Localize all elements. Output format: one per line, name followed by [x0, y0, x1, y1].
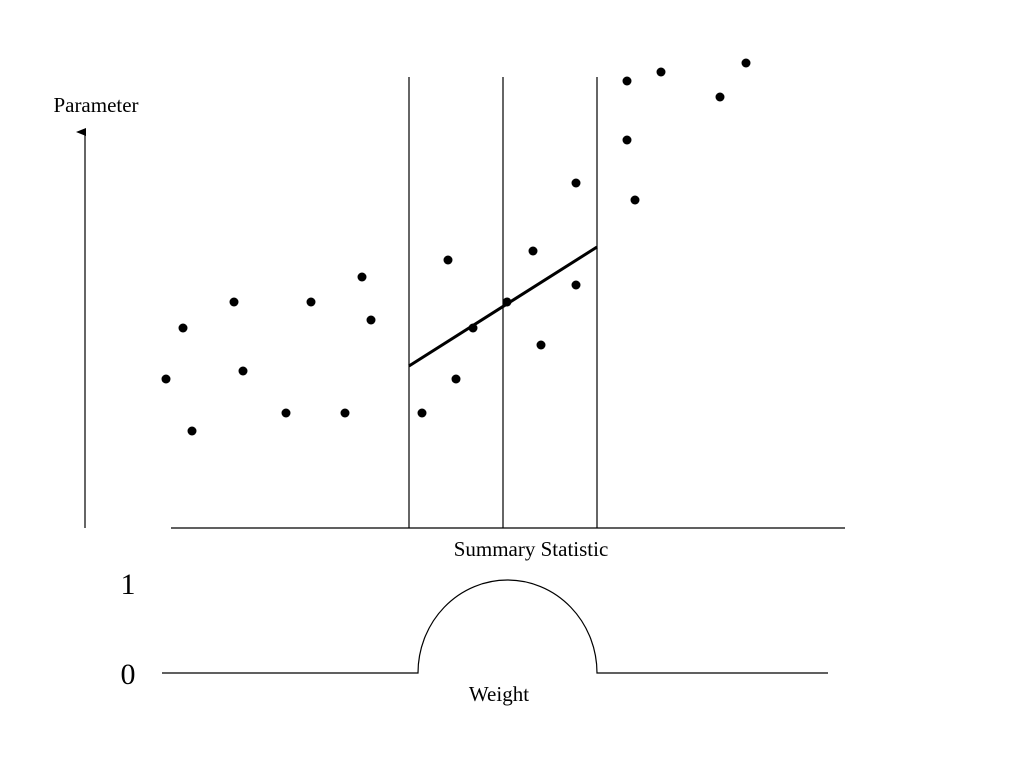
weight-label: Weight [469, 682, 529, 706]
point [571, 280, 581, 290]
point [622, 135, 632, 145]
point [528, 246, 538, 256]
point [622, 76, 632, 86]
point [656, 67, 666, 77]
point [306, 297, 316, 307]
point [502, 297, 512, 307]
point [281, 408, 291, 418]
weight-kernel [162, 579, 828, 674]
point [187, 426, 197, 436]
point [571, 178, 581, 188]
weight-top-label: 1 [121, 568, 136, 601]
point [630, 195, 640, 205]
y-axis-label: Parameter [53, 93, 138, 117]
point [536, 340, 546, 350]
point [161, 374, 171, 384]
point [229, 297, 239, 307]
point [468, 323, 478, 333]
point [443, 255, 453, 265]
point [357, 272, 367, 282]
point [366, 315, 376, 325]
regression-line [408, 245, 598, 368]
point [715, 92, 725, 102]
sample-points [161, 58, 751, 436]
point [178, 323, 188, 333]
x-axis-label: Summary Statistic [454, 537, 609, 561]
point [741, 58, 751, 68]
weight-bottom-label: 0 [121, 658, 136, 691]
point [417, 408, 427, 418]
point [340, 408, 350, 418]
point [451, 374, 461, 384]
point [238, 366, 248, 376]
